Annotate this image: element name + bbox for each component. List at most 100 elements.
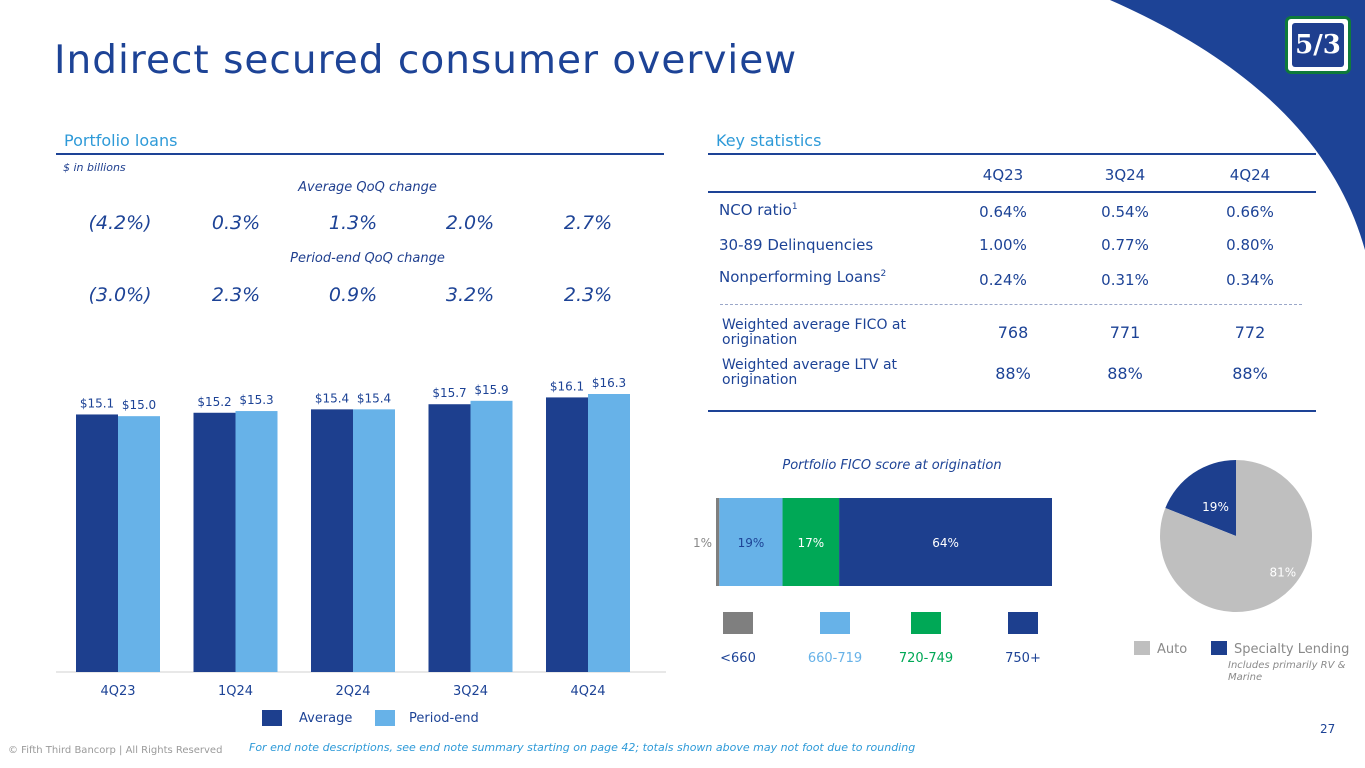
legend-period-end-label: Period-end — [409, 711, 479, 726]
footnote-mark: 1 — [791, 202, 798, 212]
stat-value: 88% — [995, 364, 1031, 383]
footnote-mark: 2 — [880, 269, 887, 279]
stat-value: 0.80% — [1226, 236, 1274, 254]
stat-value: 0.54% — [1101, 203, 1149, 221]
data-label-period-end: $16.3 — [592, 376, 626, 390]
stat-value: 1.00% — [979, 236, 1027, 254]
avg-qoq-label: Average QoQ change — [298, 180, 437, 195]
stat-value: 0.24% — [979, 271, 1027, 289]
bar-average — [76, 414, 118, 672]
bar-average — [428, 404, 471, 672]
data-label-period-end: $15.4 — [357, 391, 391, 405]
stats-header: 4Q24 — [1229, 166, 1271, 184]
bar-average — [311, 409, 353, 672]
avg-qoq-value: (4.2%) — [88, 212, 152, 234]
stat-value: 768 — [997, 323, 1029, 342]
fico-legend-swatch — [723, 612, 753, 634]
fico-legend-label: 720-749 — [899, 651, 953, 666]
avg-qoq-value: 2.0% — [445, 212, 495, 234]
x-tick-label: 2Q24 — [335, 684, 370, 699]
pe-qoq-value: 2.3% — [563, 284, 613, 306]
stat-label-text: NCO ratio — [719, 201, 792, 219]
stat-value: 0.34% — [1226, 271, 1274, 289]
pe-qoq-value: (3.0%) — [88, 284, 152, 306]
stats-header: 4Q23 — [982, 166, 1024, 184]
fico-segment-label: 64% — [932, 536, 959, 550]
key-stats-section-title: Key statistics — [716, 131, 822, 150]
stat-value: 772 — [1234, 323, 1266, 342]
fico-legend-swatch — [1008, 612, 1038, 634]
pie-slice-specialty — [1165, 460, 1236, 536]
stat-value: 0.66% — [1226, 203, 1274, 221]
pie-slice-auto — [1160, 460, 1312, 612]
pie-slice-label: 19% — [1202, 500, 1229, 514]
data-label-average: $15.7 — [432, 386, 466, 400]
fico-legend-label: <660 — [720, 651, 756, 666]
brand-logo: 5/3 — [1285, 16, 1351, 74]
bar-average — [193, 412, 236, 672]
avg-qoq-value: 1.3% — [328, 212, 378, 234]
stat-value: 88% — [1232, 364, 1268, 383]
portfolio-mix-pie: 19% 81% Auto Specialty Lending Includes prim… — [1134, 460, 1349, 680]
copyright: © Fifth Third Bancorp | All Rights Reser… — [8, 745, 223, 756]
key-stats-rule-header — [708, 191, 1316, 193]
stat-value: 771 — [1109, 323, 1141, 342]
stat-value: 88% — [1107, 364, 1143, 383]
logo-mark: 5/3 — [1292, 23, 1344, 67]
fico-stacked-chart: Portfolio FICO score at origination 1% 19%… — [693, 458, 1052, 666]
bar-period-end — [588, 394, 630, 672]
legend-average-swatch — [262, 710, 282, 726]
data-label-period-end: $15.9 — [474, 383, 508, 397]
fico-legend-label: 750+ — [1005, 651, 1041, 666]
fico-legend-swatch — [911, 612, 941, 634]
x-tick-label: 1Q24 — [218, 684, 253, 699]
pie-note-line: Marine — [1228, 672, 1262, 680]
stat-row-label: NCO ratio1 — [719, 201, 798, 219]
portfolio-bar-chart: $15.1 $15.0 4Q23 $15.2 $15.3 1Q24 $15.4 $15.4 2Q… — [56, 376, 666, 699]
page-title: Indirect secured consumer overview — [54, 38, 798, 83]
pie-note: Includes primarily RV & Marine — [1228, 660, 1346, 680]
pie-slice-label: 81% — [1269, 565, 1296, 579]
stat-label-text: Nonperforming Loans — [719, 268, 881, 286]
portfolio-section-title: Portfolio loans — [64, 131, 178, 150]
pe-qoq-value: 2.3% — [211, 284, 261, 306]
units-label: $ in billions — [63, 161, 126, 174]
data-label-period-end: $15.3 — [239, 393, 273, 407]
fico-legend-label: 660-719 — [808, 651, 862, 666]
pe-qoq-label: Period-end QoQ change — [290, 251, 445, 266]
bar-period-end — [235, 411, 278, 672]
bar-period-end — [353, 409, 395, 672]
stat-value: 0.64% — [979, 203, 1027, 221]
key-stats-rule-top — [708, 153, 1316, 155]
fico-segment — [782, 498, 840, 586]
legend-average-label: Average — [299, 711, 353, 726]
stat-row-label: Nonperforming Loans2 — [719, 268, 886, 286]
legend-period-end-swatch — [375, 710, 395, 726]
data-label-average: $15.4 — [315, 391, 349, 405]
fico-legend-swatch — [820, 612, 850, 634]
data-label-period-end: $15.0 — [122, 398, 156, 412]
fico-chart-title: Portfolio FICO score at origination — [782, 458, 1001, 473]
pie-legend-label: Specialty Lending — [1234, 642, 1349, 657]
fico-segment — [719, 498, 783, 586]
stat-label-text: 30-89 Delinquencies — [719, 236, 874, 254]
pe-qoq-value: 3.2% — [445, 284, 495, 306]
page-number: 27 — [1320, 722, 1336, 736]
pie-legend-swatch — [1211, 641, 1227, 655]
end-note: For end note descriptions, see end note … — [249, 741, 916, 754]
pie-legend-swatch — [1134, 641, 1150, 655]
data-label-average: $16.1 — [550, 379, 584, 393]
stats-header: 3Q24 — [1104, 166, 1146, 184]
stat-row-label: Weighted average LTV at origination — [722, 357, 898, 388]
stat-value: 0.31% — [1101, 271, 1149, 289]
portfolio-rule — [56, 153, 664, 155]
bar-period-end — [118, 416, 160, 672]
x-tick-label: 4Q24 — [570, 684, 605, 699]
avg-qoq-value: 0.3% — [211, 212, 261, 234]
fico-segment-label: 1% — [693, 536, 712, 550]
stat-row-label: 30-89 Delinquencies — [719, 236, 873, 254]
bar-period-end — [470, 400, 513, 672]
fico-segment-label: 17% — [797, 536, 824, 550]
x-tick-label: 4Q23 — [100, 684, 135, 699]
data-label-average: $15.1 — [80, 396, 114, 410]
